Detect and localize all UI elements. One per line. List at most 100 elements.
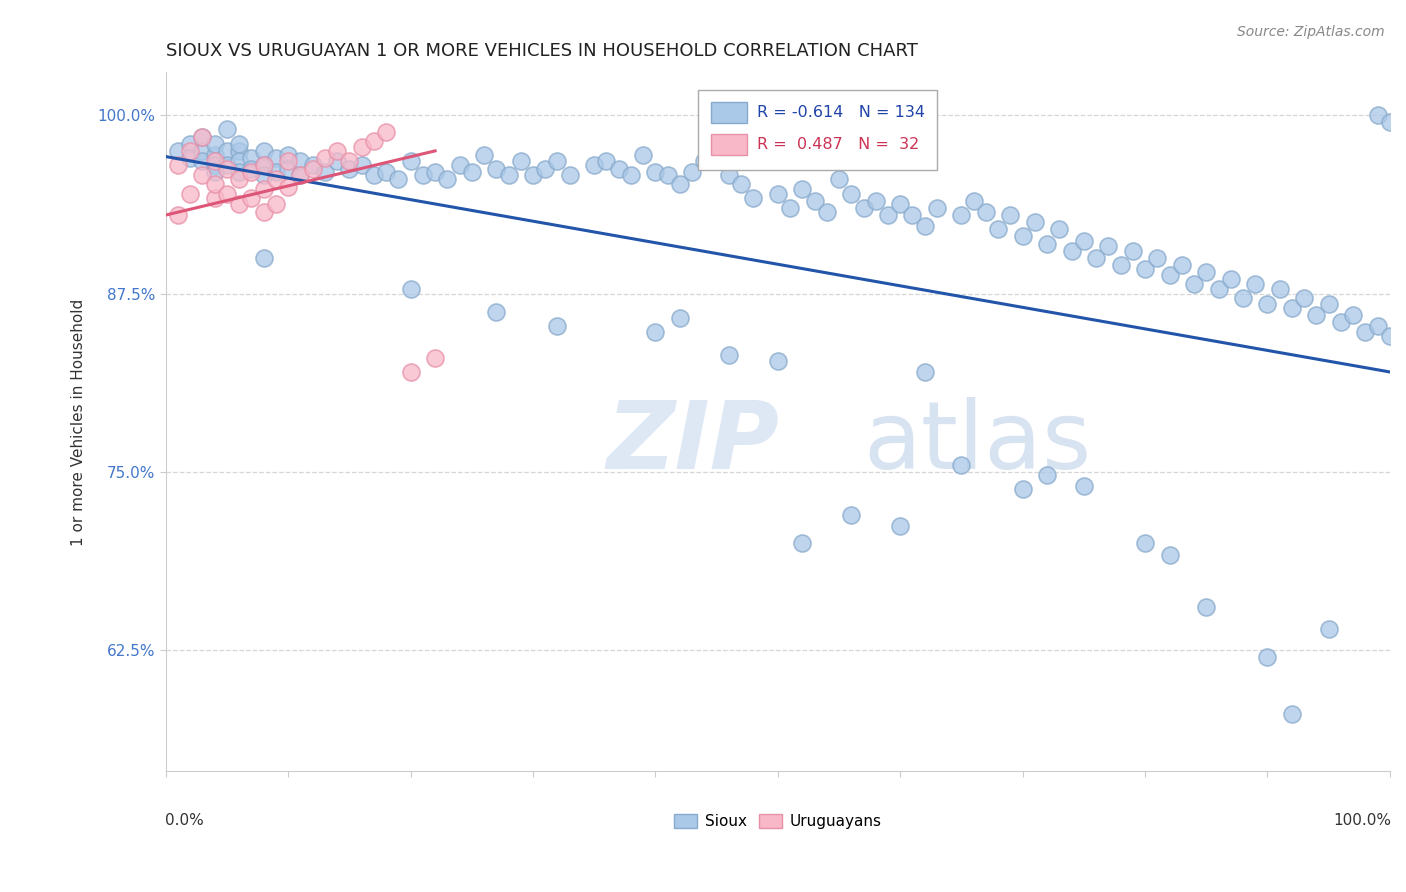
Point (1024, 215, 1046, 229)
Point (1354, 325, 1376, 339)
Point (472, 148, 495, 162)
Point (1073, 479, 1095, 493)
Text: R = -0.614   N = 134: R = -0.614 N = 134 (756, 105, 925, 120)
Point (277, 179, 299, 194)
Point (350, 139, 373, 153)
Point (865, 194, 887, 208)
Point (1341, 308, 1364, 322)
Point (1281, 301, 1303, 315)
Point (925, 201, 948, 215)
Point (742, 191, 765, 205)
Point (264, 196, 287, 211)
Point (1256, 296, 1278, 310)
Point (264, 151, 287, 165)
Point (717, 168, 740, 182)
Point (191, 153, 214, 168)
Point (423, 165, 446, 179)
Point (1195, 265, 1218, 279)
Point (1294, 291, 1316, 305)
Point (240, 151, 263, 165)
Point (974, 205, 997, 219)
Point (253, 168, 276, 182)
Point (1036, 467, 1059, 482)
Point (461, 165, 484, 179)
Point (839, 186, 862, 201)
Point (1281, 707, 1303, 722)
Point (204, 165, 226, 179)
Point (399, 365, 422, 379)
Point (1195, 600, 1218, 615)
Bar (699, 90, 936, 170)
Point (277, 153, 299, 168)
Point (1133, 536, 1156, 550)
Legend: Sioux, Uruguayans: Sioux, Uruguayans (669, 809, 886, 834)
Point (1122, 244, 1144, 258)
Y-axis label: 1 or more Vehicles in Household: 1 or more Vehicles in Household (72, 298, 86, 546)
Point (485, 305, 508, 319)
Point (449, 158, 471, 172)
Point (215, 144, 238, 158)
Point (387, 172, 409, 186)
Point (644, 165, 666, 179)
Point (534, 162, 557, 177)
Point (1085, 251, 1108, 265)
Point (337, 153, 360, 168)
Point (375, 165, 398, 179)
Point (228, 172, 250, 186)
Point (1379, 329, 1402, 343)
Text: SIOUX VS URUGUAYAN 1 OR MORE VEHICLES IN HOUSEHOLD CORRELATION CHART: SIOUX VS URUGUAYAN 1 OR MORE VEHICLES IN… (166, 42, 918, 60)
Point (558, 168, 581, 182)
Point (1367, 108, 1389, 122)
Point (644, 325, 666, 339)
Point (839, 508, 862, 522)
Point (1011, 229, 1033, 244)
Point (314, 165, 336, 179)
Point (228, 153, 250, 168)
Point (509, 153, 531, 168)
Point (803, 194, 825, 208)
Point (1330, 315, 1353, 329)
Point (290, 168, 312, 182)
Point (1073, 234, 1095, 248)
Point (779, 201, 801, 215)
Point (204, 136, 226, 151)
Bar (710, 134, 747, 155)
Point (987, 222, 1010, 236)
Point (399, 282, 422, 296)
Point (1159, 548, 1181, 562)
Point (498, 168, 520, 182)
Point (314, 151, 336, 165)
Point (204, 191, 226, 205)
Point (179, 151, 201, 165)
Point (337, 162, 360, 177)
Point (1171, 258, 1194, 272)
Point (204, 177, 226, 191)
Point (914, 365, 936, 379)
Point (607, 162, 630, 177)
Point (1208, 282, 1230, 296)
Text: Source: ZipAtlas.com: Source: ZipAtlas.com (1237, 25, 1385, 39)
Point (889, 196, 911, 211)
Point (681, 165, 703, 179)
Point (350, 158, 373, 172)
Point (1047, 222, 1070, 236)
Point (253, 182, 276, 196)
Point (1060, 244, 1083, 258)
Point (253, 158, 276, 172)
Point (547, 319, 569, 334)
Point (423, 351, 446, 365)
Point (889, 519, 911, 533)
Text: R =  0.487   N =  32: R = 0.487 N = 32 (756, 136, 920, 152)
Point (1000, 208, 1022, 222)
Point (1011, 482, 1033, 496)
Point (706, 151, 728, 165)
Point (792, 536, 814, 550)
Point (240, 165, 263, 179)
Point (1244, 277, 1267, 291)
Point (1036, 236, 1059, 251)
Point (595, 153, 617, 168)
Point (1256, 650, 1278, 665)
Bar (710, 103, 747, 123)
Point (485, 162, 508, 177)
Point (191, 168, 214, 182)
